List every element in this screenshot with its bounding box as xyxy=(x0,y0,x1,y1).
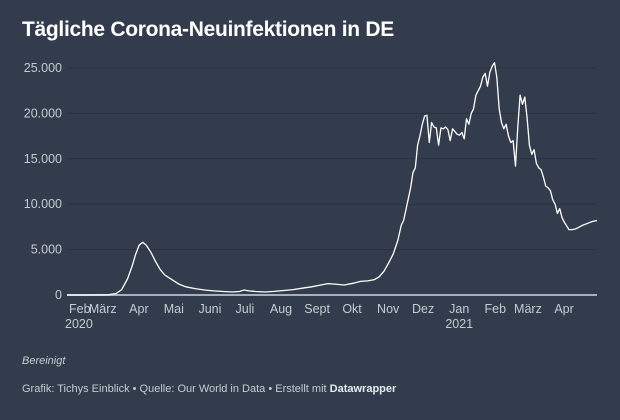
x-tick-label: März xyxy=(89,302,117,316)
chart-credits: Grafik: Tichys Einblick • Quelle: Our Wo… xyxy=(22,383,396,395)
y-tick-label: 20.000 xyxy=(24,106,62,120)
series-line-neuinfektionen xyxy=(67,61,598,296)
x-tick-label: Apr xyxy=(554,302,573,316)
x-tick-year-label: 2021 xyxy=(445,317,473,331)
y-tick-label: 15.000 xyxy=(24,152,62,166)
x-tick-label: Jan xyxy=(449,302,469,316)
y-tick-label: 10.000 xyxy=(24,197,62,211)
x-tick-label: Nov xyxy=(377,302,400,316)
x-tick-label: Feb xyxy=(69,302,91,316)
datawrapper-link[interactable]: Datawrapper xyxy=(329,383,397,395)
x-tick-label: Dez xyxy=(412,302,434,316)
y-tick-label: 25.000 xyxy=(24,61,62,75)
x-tick-label: Mai xyxy=(164,302,184,316)
y-axis-ticks: 0 5.000 10.000 15.000 20.000 25.000 xyxy=(24,61,62,302)
chart-title: Tägliche Corona-Neuinfektionen in DE xyxy=(22,18,394,41)
credits-text: Grafik: Tichys Einblick • Quelle: Our Wo… xyxy=(22,383,330,395)
x-tick-label: Apr xyxy=(129,302,148,316)
x-tick-label: Aug xyxy=(270,302,292,316)
chart-note: Bereinigt xyxy=(22,355,66,367)
x-tick-label: März xyxy=(514,302,542,316)
x-tick-label: Juni xyxy=(198,302,221,316)
y-tick-label: 5.000 xyxy=(31,243,62,257)
x-tick-label: Sept xyxy=(304,302,330,316)
x-tick-label: Feb xyxy=(485,302,507,316)
x-tick-label: Juli xyxy=(236,302,255,316)
grid-lines xyxy=(67,67,597,251)
x-tick-year-label: 2020 xyxy=(65,317,93,331)
y-tick-label: 0 xyxy=(55,288,62,302)
x-tick-label: Okt xyxy=(342,302,362,316)
